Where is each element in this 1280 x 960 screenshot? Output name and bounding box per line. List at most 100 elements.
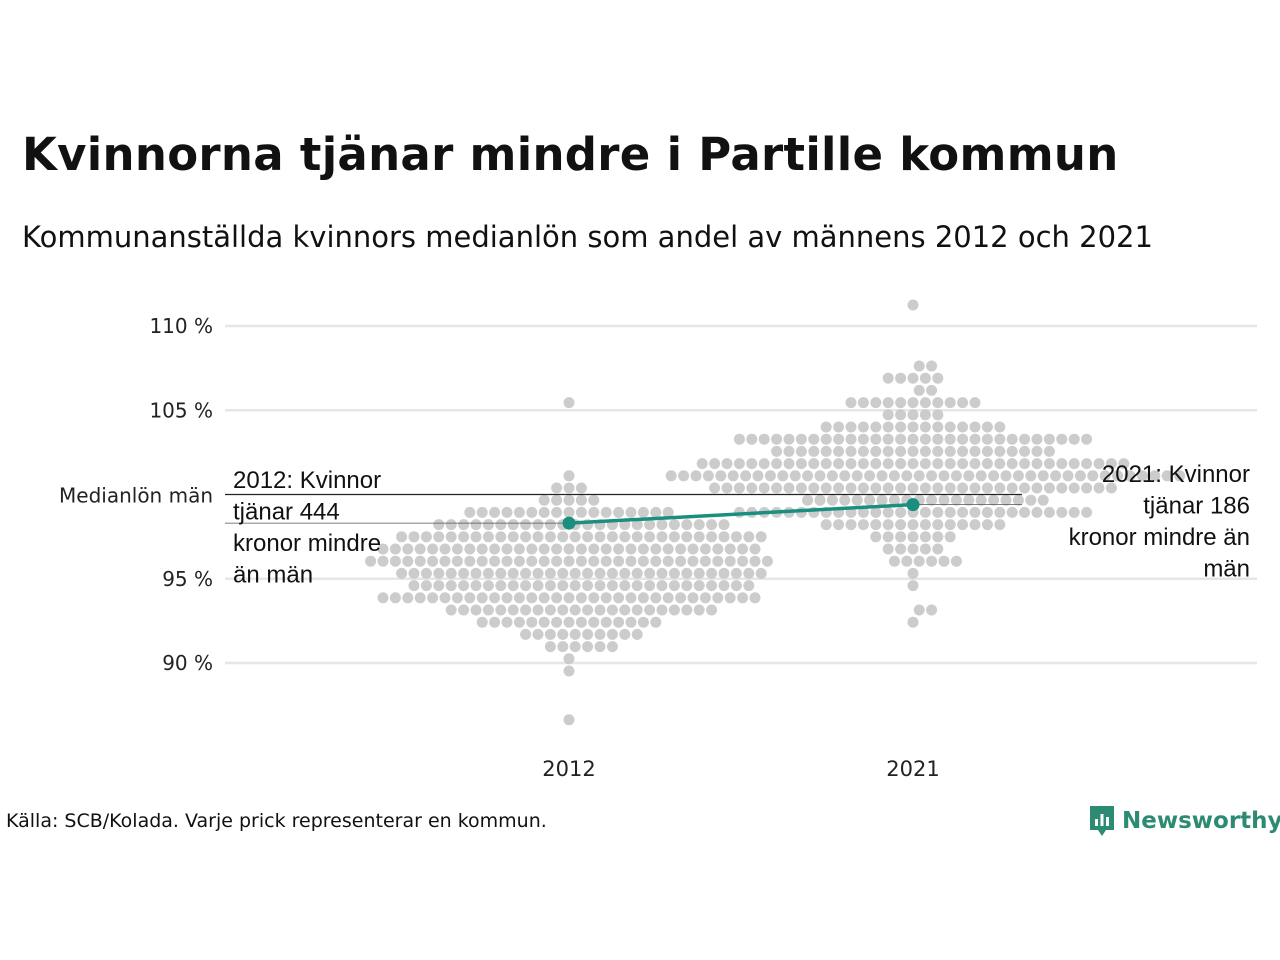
data-point bbox=[445, 531, 457, 543]
data-point bbox=[882, 482, 894, 494]
data-point bbox=[544, 641, 556, 653]
data-point bbox=[582, 641, 594, 653]
data-point bbox=[544, 531, 556, 543]
data-point bbox=[1068, 506, 1080, 518]
data-point bbox=[820, 445, 832, 457]
data-point bbox=[721, 458, 733, 470]
data-point bbox=[637, 555, 649, 567]
data-point bbox=[969, 519, 981, 531]
data-point bbox=[696, 458, 708, 470]
data-point bbox=[464, 543, 476, 555]
data-point bbox=[433, 531, 445, 543]
data-point bbox=[981, 421, 993, 433]
data-point bbox=[706, 531, 718, 543]
x-tick-label: 2021 bbox=[886, 757, 939, 781]
data-point bbox=[476, 592, 488, 604]
data-point bbox=[764, 470, 776, 482]
data-point bbox=[644, 519, 656, 531]
data-point bbox=[389, 555, 401, 567]
data-point bbox=[727, 470, 739, 482]
data-point bbox=[476, 543, 488, 555]
data-point bbox=[882, 372, 894, 384]
data-point bbox=[557, 641, 569, 653]
data-point bbox=[1105, 458, 1117, 470]
data-point bbox=[532, 580, 544, 592]
annotation-2012: 2012: Kvinnor tjänar 444 kronor mindre än m… bbox=[233, 467, 381, 589]
data-point bbox=[402, 592, 414, 604]
data-point bbox=[1068, 433, 1080, 445]
data-point bbox=[730, 531, 742, 543]
data-point bbox=[1093, 458, 1105, 470]
data-point bbox=[563, 616, 575, 628]
highlight-point bbox=[906, 498, 920, 512]
data-point bbox=[699, 543, 711, 555]
data-point bbox=[857, 506, 869, 518]
data-point bbox=[1174, 470, 1186, 482]
data-point bbox=[1012, 494, 1024, 506]
data-point bbox=[718, 519, 730, 531]
data-point bbox=[693, 531, 705, 543]
data-point bbox=[482, 567, 494, 579]
data-point bbox=[439, 592, 451, 604]
data-point bbox=[439, 543, 451, 555]
data-point bbox=[538, 555, 550, 567]
data-point bbox=[458, 567, 470, 579]
data-point bbox=[994, 445, 1006, 457]
data-point bbox=[706, 604, 718, 616]
data-point bbox=[445, 519, 457, 531]
data-point bbox=[557, 628, 569, 640]
data-point bbox=[681, 580, 693, 592]
data-point bbox=[743, 567, 755, 579]
data-point bbox=[913, 604, 925, 616]
data-point bbox=[901, 555, 913, 567]
data-point bbox=[870, 433, 882, 445]
data-point bbox=[606, 531, 618, 543]
data-point bbox=[907, 397, 919, 409]
data-point bbox=[746, 458, 758, 470]
data-point bbox=[870, 519, 882, 531]
data-point bbox=[919, 543, 931, 555]
data-point bbox=[882, 433, 894, 445]
data-point bbox=[895, 372, 907, 384]
data-point bbox=[833, 458, 845, 470]
data-point bbox=[715, 470, 727, 482]
data-point bbox=[408, 567, 420, 579]
data-point bbox=[668, 604, 680, 616]
data-point bbox=[675, 543, 687, 555]
data-point bbox=[414, 592, 426, 604]
data-point bbox=[944, 506, 956, 518]
data-point bbox=[631, 531, 643, 543]
data-point bbox=[606, 628, 618, 640]
data-point bbox=[644, 531, 656, 543]
data-point bbox=[501, 592, 513, 604]
data-point bbox=[668, 519, 680, 531]
data-point bbox=[761, 555, 773, 567]
data-point bbox=[501, 506, 513, 518]
data-point bbox=[538, 506, 550, 518]
data-point bbox=[451, 555, 463, 567]
data-point bbox=[563, 470, 575, 482]
data-point bbox=[365, 555, 377, 567]
data-point bbox=[619, 580, 631, 592]
data-point bbox=[582, 628, 594, 640]
data-point bbox=[957, 506, 969, 518]
data-point bbox=[718, 580, 730, 592]
data-point bbox=[551, 543, 563, 555]
data-point bbox=[926, 470, 938, 482]
data-point bbox=[712, 555, 724, 567]
data-point bbox=[932, 445, 944, 457]
highlight-point bbox=[562, 516, 576, 530]
data-point bbox=[606, 604, 618, 616]
data-point bbox=[758, 433, 770, 445]
data-point bbox=[650, 592, 662, 604]
data-point bbox=[820, 433, 832, 445]
data-point bbox=[613, 506, 625, 518]
data-point bbox=[582, 531, 594, 543]
data-point bbox=[575, 592, 587, 604]
data-point bbox=[489, 543, 501, 555]
data-point bbox=[752, 470, 764, 482]
data-point bbox=[724, 555, 736, 567]
data-point bbox=[876, 494, 888, 506]
data-point bbox=[944, 397, 956, 409]
newsworthy-logo-icon bbox=[1090, 806, 1114, 836]
